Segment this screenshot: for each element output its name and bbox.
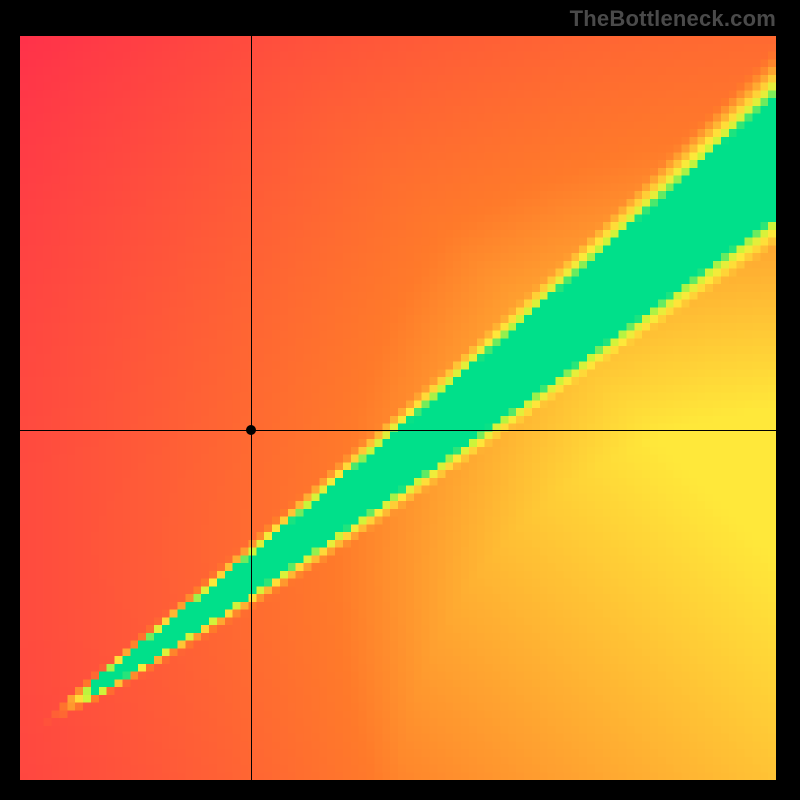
crosshair-horizontal: [20, 430, 776, 431]
root-container: TheBottleneck.com: [0, 0, 800, 800]
heatmap-plot-area: [20, 36, 776, 780]
heatmap-canvas: [20, 36, 776, 780]
crosshair-vertical: [251, 36, 252, 780]
watermark-text: TheBottleneck.com: [570, 6, 776, 32]
crosshair-marker: [246, 425, 256, 435]
